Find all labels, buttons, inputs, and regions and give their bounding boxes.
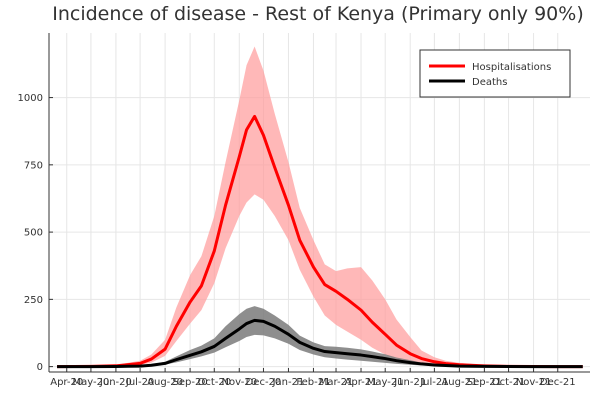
chart-title: Incidence of disease - Rest of Kenya (Pr…	[52, 3, 583, 25]
x-tick-label: May-20	[73, 377, 110, 388]
y-tick-label: 1000	[18, 93, 43, 104]
x-tick-label: Jun-21	[393, 377, 426, 388]
x-tick-label: Aug-21	[441, 377, 477, 388]
legend: Hospitalisations Deaths	[419, 49, 571, 98]
x-tick-label: Nov-20	[221, 377, 257, 388]
band-deaths	[57, 306, 583, 367]
x-tick-label: Apr-20	[50, 377, 83, 388]
line-deaths	[57, 318, 583, 369]
x-tick-label: Sep-20	[173, 377, 208, 388]
y-tick-label: 250	[24, 295, 43, 306]
confidence-bands	[57, 46, 583, 367]
x-tick-label: Oct-21	[492, 377, 526, 388]
x-tick-label: Jan-21	[272, 377, 305, 388]
line-hospitalisations	[57, 114, 583, 369]
x-tick-label: Jul-20	[125, 377, 154, 388]
y-tick-label: 500	[24, 228, 43, 239]
x-tick-label: Mar-21	[319, 377, 354, 388]
x-tick-label: Dec-20	[246, 377, 282, 388]
x-tick-label: Feb-21	[296, 377, 330, 388]
axes	[48, 33, 590, 373]
x-tick-label: Jul-21	[419, 377, 448, 388]
y-tick-label: 0	[37, 362, 43, 373]
legend-box	[419, 49, 571, 98]
legend-label-deaths: Deaths	[472, 77, 507, 88]
legend-label-hospitalisations: Hospitalisations	[472, 62, 551, 73]
x-ticks: Apr-20May-20Jun-20Jul-20Aug-20Sep-20Oct-…	[50, 368, 576, 388]
y-tick-label: 750	[24, 160, 43, 171]
x-tick-label: Dec-21	[540, 377, 576, 388]
x-tick-label: May-21	[367, 377, 404, 388]
x-tick-label: Aug-20	[147, 377, 183, 388]
x-tick-label: Apr-21	[345, 377, 378, 388]
x-tick-label: Nov-21	[516, 377, 552, 388]
series-lines	[57, 114, 583, 369]
y-ticks: 0 250 500 750 1000	[18, 93, 53, 373]
band-hospitalisations	[57, 46, 583, 367]
x-tick-label: Jun-20	[99, 377, 132, 388]
x-tick-label: Sep-21	[467, 377, 502, 388]
x-tick-label: Oct-20	[197, 377, 231, 388]
